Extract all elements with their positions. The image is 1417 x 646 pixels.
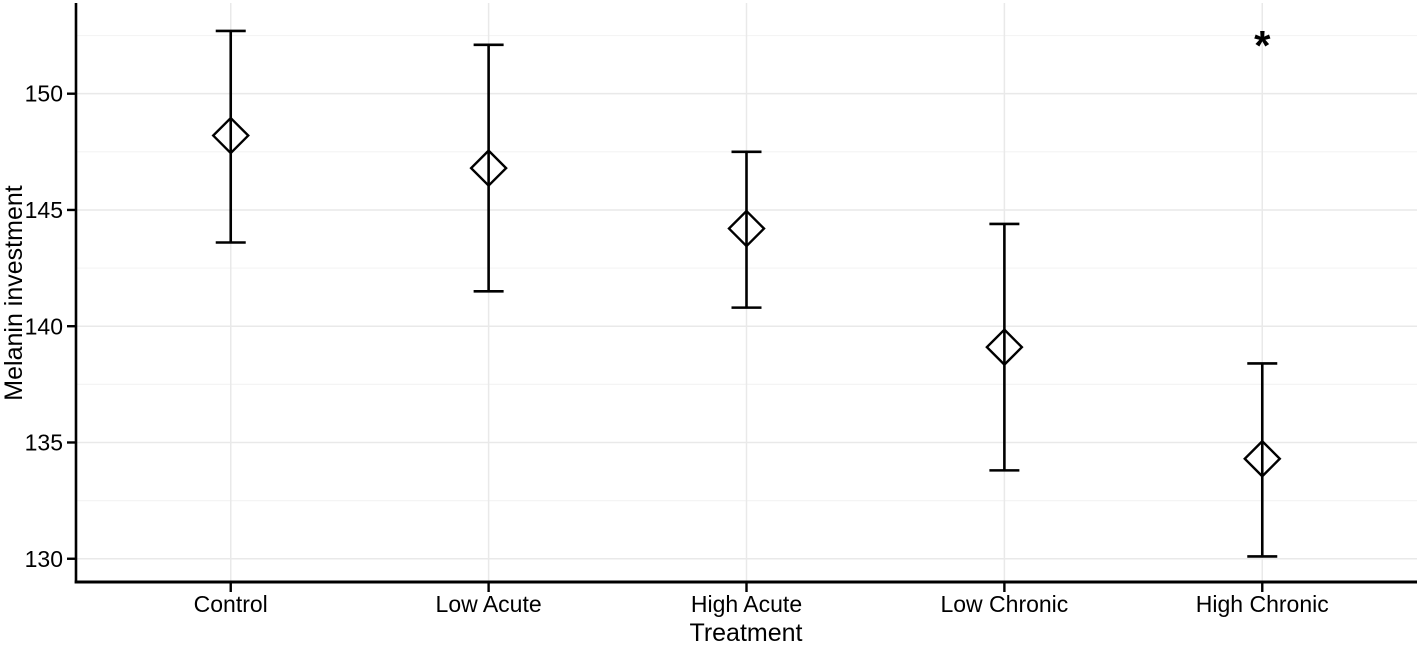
diamond-marker bbox=[469, 148, 508, 188]
x-axis-title: Treatment bbox=[689, 619, 802, 646]
y-tick-label: 145 bbox=[25, 197, 63, 223]
diamond-marker bbox=[727, 209, 766, 248]
y-axis-title: Melanin investment bbox=[0, 185, 28, 400]
data-point-control bbox=[211, 29, 250, 244]
x-tick-label: High Chronic bbox=[1196, 591, 1329, 617]
diamond-marker bbox=[985, 327, 1024, 367]
x-tick-label: Low Acute bbox=[436, 591, 542, 617]
diamond-marker bbox=[211, 116, 250, 155]
y-tick-label: 140 bbox=[25, 313, 63, 339]
significance-asterisk: * bbox=[1254, 22, 1271, 69]
y-tick-label: 135 bbox=[25, 430, 63, 456]
y-tick-label: 150 bbox=[25, 81, 63, 107]
data-point-low-chronic bbox=[985, 222, 1024, 472]
x-tick-label: High Acute bbox=[691, 591, 802, 617]
x-tick-label: Control bbox=[194, 591, 268, 617]
data-point-high-acute bbox=[727, 150, 766, 309]
diamond-marker bbox=[1243, 439, 1282, 478]
data-series: * bbox=[211, 22, 1282, 558]
y-tick-label: 130 bbox=[25, 546, 63, 572]
data-point-low-acute bbox=[469, 43, 508, 293]
data-point-high-chronic bbox=[1243, 362, 1282, 558]
x-tick-label: Low Chronic bbox=[940, 591, 1068, 617]
axes: 130 135 140 145 150 Control Low Acute High Acut… bbox=[25, 3, 1417, 617]
